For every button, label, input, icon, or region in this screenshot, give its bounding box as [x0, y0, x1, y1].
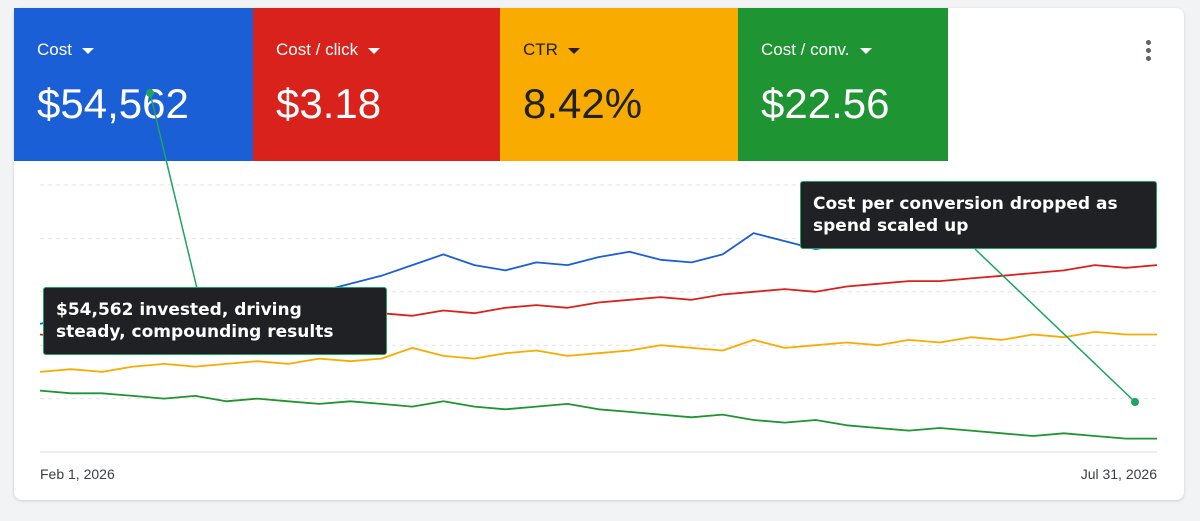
annotation: $54,562 invested, driving steady, compou…	[43, 287, 387, 355]
metric-card[interactable]: Cost $54,562	[14, 8, 253, 161]
leader-dot	[1131, 398, 1139, 406]
metric-label: Cost / conv.	[761, 40, 872, 60]
annotation: Cost per conversion dropped as spend sca…	[800, 181, 1157, 249]
metric-value: $54,562	[37, 80, 189, 127]
metric-label: Cost / click	[276, 40, 380, 60]
metric-card[interactable]: Cost / click $3.18	[253, 8, 500, 161]
metric-value: $22.56	[761, 80, 890, 127]
series-line	[39, 331, 1157, 373]
x-tick-label: Jul 31, 2026	[1081, 466, 1157, 482]
metric-card[interactable]: Cost / conv. $22.56	[738, 8, 948, 161]
series-line	[39, 389, 1157, 440]
leader-line	[974, 248, 1136, 403]
metric-value: 8.42%	[523, 80, 643, 127]
more-menu[interactable]	[1146, 40, 1154, 64]
x-tick-label: Feb 1, 2026	[40, 466, 115, 482]
metric-label: CTR	[523, 40, 580, 60]
metric-label: Cost	[37, 40, 94, 60]
leader-dot	[146, 89, 154, 97]
metric-card[interactable]: CTR 8.42%	[500, 8, 738, 161]
metric-value: $3.18	[276, 80, 382, 127]
